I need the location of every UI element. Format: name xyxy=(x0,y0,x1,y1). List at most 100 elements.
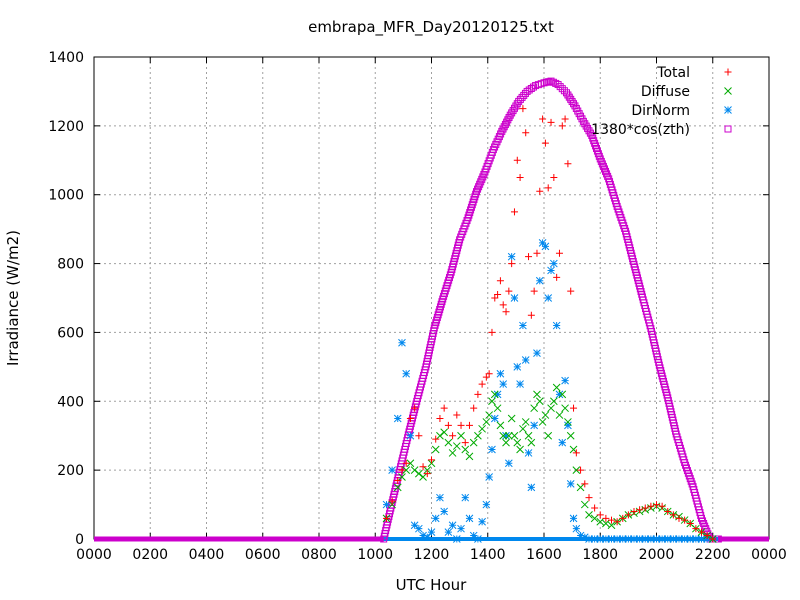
diffuse-point xyxy=(564,418,572,426)
dirnorm-point xyxy=(510,294,519,302)
x-tick-label: 1400 xyxy=(470,547,506,563)
total-point xyxy=(572,449,580,457)
total-point xyxy=(613,518,621,526)
diffuse-point xyxy=(547,404,555,413)
clear-sky-point xyxy=(474,185,482,193)
total-point xyxy=(561,115,569,123)
x-tick-label: 0800 xyxy=(301,547,337,563)
total-point xyxy=(647,502,655,510)
legend-marker xyxy=(724,125,732,133)
dirnorm-point xyxy=(496,369,505,378)
diffuse-point xyxy=(448,449,457,457)
total-point xyxy=(505,287,513,295)
clear-sky-point xyxy=(503,118,511,126)
legend-marker xyxy=(724,87,732,95)
dirnorm-point xyxy=(398,338,406,347)
total-point xyxy=(564,160,572,168)
dirnorm-point xyxy=(549,259,558,268)
diffuse-point xyxy=(398,473,406,481)
total-point xyxy=(513,156,521,164)
dirnorm-point xyxy=(692,535,700,543)
x-tick-label: 1200 xyxy=(414,547,450,563)
total-point xyxy=(453,411,461,419)
y-tick-label: 200 xyxy=(57,463,84,479)
total-point xyxy=(533,249,541,257)
dirnorm-point xyxy=(521,356,530,364)
diffuse-point xyxy=(538,418,547,426)
clear-sky-point xyxy=(560,87,568,95)
clear-sky-point xyxy=(596,155,604,163)
total-point xyxy=(474,390,482,398)
total-point xyxy=(653,501,660,509)
total-point xyxy=(692,525,700,533)
dirnorm-point xyxy=(436,493,444,502)
dirnorm-point xyxy=(527,483,536,492)
y-tick-label: 800 xyxy=(57,257,84,273)
dirnorm-point xyxy=(388,466,396,474)
total-point xyxy=(636,506,644,514)
total-point xyxy=(522,129,530,137)
dirnorm-point xyxy=(607,535,616,543)
total-point xyxy=(457,421,465,429)
y-tick-label: 1400 xyxy=(48,50,84,66)
total-point xyxy=(440,404,448,412)
dirnorm-point xyxy=(406,431,415,440)
x-tick-label: 0400 xyxy=(189,547,225,563)
total-point xyxy=(555,249,563,257)
dirnorm-point xyxy=(566,480,575,488)
total-point xyxy=(570,404,578,412)
dirnorm-point xyxy=(393,414,402,423)
total-point xyxy=(703,532,711,540)
diffuse-point xyxy=(524,431,533,440)
total-point xyxy=(602,514,610,522)
total-point xyxy=(508,260,516,268)
total-point xyxy=(630,507,638,515)
diffuse-point xyxy=(496,421,505,430)
diffuse-point xyxy=(431,445,440,454)
data-points xyxy=(94,77,769,543)
dirnorm-point xyxy=(564,421,572,430)
diffuse-point xyxy=(566,431,575,440)
dirnorm-point xyxy=(641,535,650,543)
total-point xyxy=(436,415,444,422)
diffuse-point xyxy=(558,390,567,399)
diffuse-point xyxy=(474,431,482,440)
diffuse-point xyxy=(393,483,402,492)
diffuse-point xyxy=(607,521,616,530)
diffuse-point xyxy=(519,424,527,433)
diffuse-point xyxy=(507,414,516,423)
total-point xyxy=(494,291,502,299)
y-tick-label: 600 xyxy=(57,325,84,341)
total-point xyxy=(544,184,552,192)
chart-title: embrapa_MFR_Day20120125.txt xyxy=(308,18,554,37)
dirnorm-point xyxy=(478,517,486,526)
total-point xyxy=(527,311,535,319)
diffuse-point xyxy=(533,390,541,399)
diffuse-point xyxy=(530,404,539,413)
total-point xyxy=(619,514,627,522)
total-point xyxy=(470,404,478,412)
y-tick-label: 0 xyxy=(75,532,84,548)
dirnorm-point xyxy=(576,531,585,540)
diffuse-point xyxy=(499,431,508,440)
dirnorm-point xyxy=(572,524,581,533)
diffuse-point xyxy=(513,438,522,447)
total-point xyxy=(519,105,527,113)
total-point xyxy=(510,208,518,216)
x-tick-label: 2000 xyxy=(639,547,675,563)
dirnorm-point xyxy=(469,531,478,540)
diffuse-point xyxy=(465,452,474,461)
total-point xyxy=(388,497,396,505)
diffuse-point xyxy=(414,469,423,478)
total-point xyxy=(541,139,549,147)
diffuse-point xyxy=(602,519,610,528)
legend: Total Diffuse DirNorm 1380*cos(zth) xyxy=(591,65,732,138)
diffuse-point xyxy=(544,431,553,440)
diffuse-point xyxy=(521,418,530,426)
total-point xyxy=(499,301,507,309)
dirnorm-point xyxy=(596,535,605,543)
dirnorm-point xyxy=(485,473,494,481)
total-point xyxy=(488,328,496,336)
dirnorm-point xyxy=(419,531,427,540)
total-point xyxy=(641,504,649,512)
